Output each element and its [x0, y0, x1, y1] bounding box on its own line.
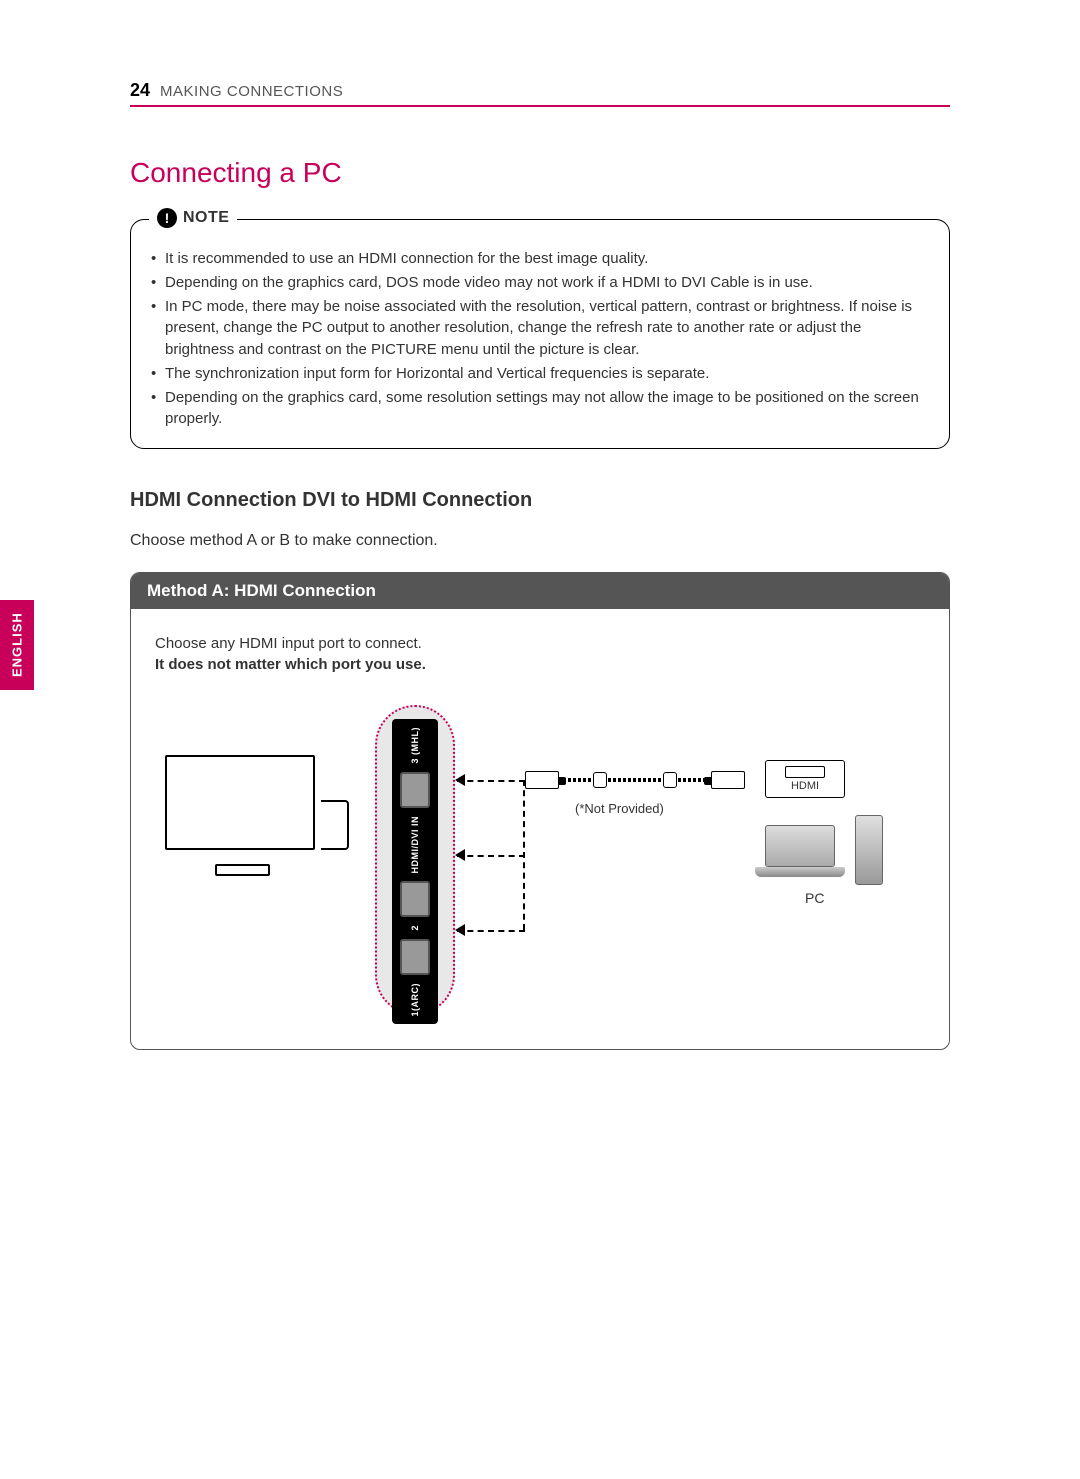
port-column: 3 (MHL) HDMI/DVI IN 2 1(ARC) [392, 719, 438, 1024]
tv-icon [165, 755, 335, 870]
hdmi-port-icon [400, 772, 430, 808]
port-1-label: 1(ARC) [410, 983, 420, 1017]
cable-wire-icon [563, 778, 707, 782]
connection-diagram: 3 (MHL) HDMI/DVI IN 2 1(ARC) [155, 705, 925, 1045]
hdmi-label: HDMI [791, 780, 819, 792]
arrow-icon [455, 774, 465, 786]
page-number: 24 [130, 80, 150, 101]
arrow-icon [455, 924, 465, 936]
ferrite-icon [593, 772, 607, 788]
laptop-screen-icon [765, 825, 835, 867]
note-item: In PC mode, there may be noise associate… [151, 296, 929, 361]
hdmi-port-icon [400, 881, 430, 917]
subtitle: HDMI Connection DVI to HDMI Connection [130, 489, 950, 512]
method-header: Method A: HDMI Connection [131, 573, 949, 609]
note-item: It is recommended to use an HDMI connect… [151, 248, 929, 270]
note-label: NOTE [183, 209, 229, 227]
method-box: Method A: HDMI Connection Choose any HDM… [130, 572, 950, 1050]
info-icon: ! [157, 208, 177, 228]
main-title: Connecting a PC [130, 157, 950, 189]
dashed-line-icon [457, 855, 525, 857]
ferrite-icon [663, 772, 677, 788]
method-instructions: Choose any HDMI input port to connect. I… [155, 633, 925, 675]
pc-label: PC [805, 890, 824, 906]
note-label-wrap: ! NOTE [149, 208, 237, 228]
note-item: The synchronization input form for Horiz… [151, 363, 929, 385]
dashed-line-icon [523, 780, 525, 930]
method-line1: Choose any HDMI input port to connect. [155, 635, 422, 652]
note-box: ! NOTE It is recommended to use an HDMI … [130, 219, 950, 449]
dashed-line-icon [457, 780, 525, 782]
page-content: 24 MAKING CONNECTIONS Connecting a PC ! … [0, 0, 1080, 1130]
tv-screen-icon [165, 755, 315, 850]
note-list: It is recommended to use an HDMI connect… [151, 248, 929, 430]
port-3-label: 3 (MHL) [410, 727, 420, 764]
hdmi-port-box: HDMI [765, 760, 845, 798]
hdmi-port-panel: 3 (MHL) HDMI/DVI IN 2 1(ARC) [375, 705, 455, 1015]
port-center-label: HDMI/DVI IN [410, 816, 420, 874]
hdmi-connector-icon [711, 771, 745, 789]
tv-stand-icon [215, 864, 270, 876]
pc-tower-icon [855, 815, 883, 885]
choose-text: Choose method A or B to make connection. [130, 532, 950, 550]
note-item: Depending on the graphics card, DOS mode… [151, 272, 929, 294]
dashed-line-icon [457, 930, 525, 932]
hdmi-port-icon [400, 939, 430, 975]
method-line2: It does not matter which port you use. [155, 656, 426, 673]
tv-back-icon [321, 800, 349, 850]
hdmi-cable-icon [525, 765, 745, 795]
hdmi-slot-icon [785, 766, 825, 778]
laptop-icon [755, 825, 845, 880]
method-body: Choose any HDMI input port to connect. I… [131, 609, 949, 1049]
note-item: Depending on the graphics card, some res… [151, 387, 929, 431]
not-provided-label: (*Not Provided) [575, 801, 664, 816]
hdmi-connector-icon [525, 771, 559, 789]
header-title: MAKING CONNECTIONS [160, 83, 343, 100]
laptop-base-icon [755, 867, 845, 877]
arrow-icon [455, 849, 465, 861]
page-header: 24 MAKING CONNECTIONS [130, 80, 950, 107]
port-2-label: 2 [410, 925, 420, 931]
